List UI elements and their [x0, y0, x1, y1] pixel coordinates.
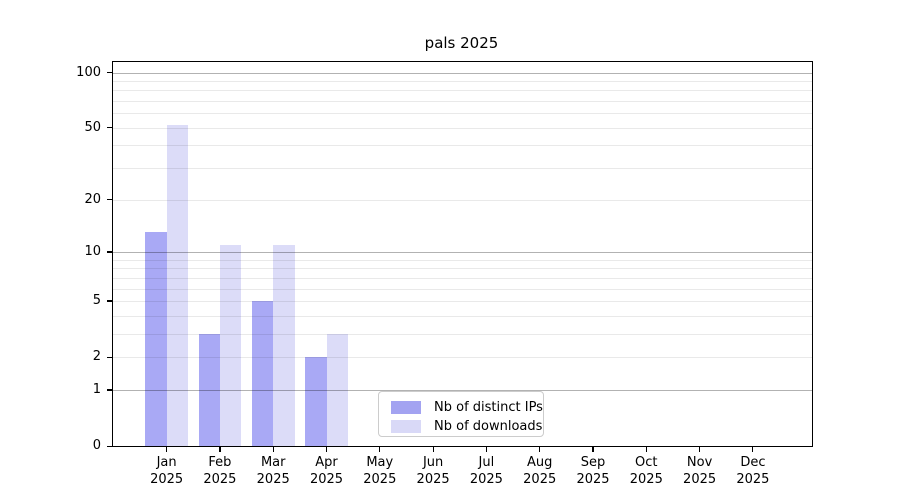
y-tick-1 — [107, 389, 113, 391]
x-tick-sep — [592, 446, 594, 452]
y-tick-label-100: 100 — [76, 64, 101, 80]
gridline-40 — [113, 145, 812, 147]
gridline-90 — [113, 80, 812, 82]
legend-label-downloads: Nb of downloads — [434, 419, 543, 434]
y-tick-0 — [107, 445, 113, 447]
x-tick-aug — [539, 446, 541, 452]
y-tick-label-5: 5 — [92, 292, 101, 308]
y-tick-label-1: 1 — [92, 381, 101, 397]
y-tick-label-2: 2 — [92, 349, 101, 365]
x-tick-jul — [485, 446, 487, 452]
gridline-9 — [113, 259, 812, 261]
y-tick-2 — [107, 356, 113, 358]
y-tick-label-50: 50 — [84, 119, 101, 135]
x-tick-may — [379, 446, 381, 452]
x-tick-label-dec: Dec 2025 — [736, 455, 770, 487]
x-tick-label-oct: Oct 2025 — [629, 455, 663, 487]
gridline-2 — [113, 357, 812, 359]
x-tick-label-jan: Jan 2025 — [150, 455, 184, 487]
chart-title: pals 2025 — [424, 34, 499, 52]
x-tick-label-mar: Mar 2025 — [256, 455, 290, 487]
downloads-swatch-icon — [391, 420, 421, 433]
y-tick-20 — [107, 199, 113, 201]
x-tick-feb — [219, 446, 221, 452]
x-tick-label-nov: Nov 2025 — [683, 455, 717, 487]
legend-label-distinct-ips: Nb of distinct IPs — [434, 400, 543, 415]
bar-feb-downloads — [219, 244, 242, 446]
bar-jan-ips — [145, 232, 167, 446]
x-tick-dec — [752, 446, 754, 452]
gridline-8 — [113, 268, 812, 270]
y-tick-100 — [107, 72, 113, 74]
y-tick-50 — [107, 127, 113, 129]
legend-row-distinct-ips: Nb of distinct IPs — [391, 398, 543, 417]
y-tick-label-10: 10 — [84, 243, 101, 259]
x-tick-mar — [272, 446, 274, 452]
x-tick-jan — [166, 446, 168, 452]
bar-jan-downloads — [166, 124, 188, 446]
gridline-20 — [113, 199, 812, 201]
gridline-80 — [113, 90, 812, 92]
x-tick-oct — [645, 446, 647, 452]
gridline-100 — [113, 72, 812, 74]
gridline-70 — [113, 101, 812, 103]
x-tick-label-may: May 2025 — [363, 455, 397, 487]
y-tick-5 — [107, 300, 113, 302]
gridline-7 — [113, 277, 812, 279]
bar-apr-downloads — [326, 333, 348, 446]
gridline-6 — [113, 288, 812, 290]
y-tick-label-20: 20 — [84, 191, 101, 207]
legend: Nb of distinct IPs Nb of downloads — [378, 391, 544, 437]
gridline-60 — [113, 113, 812, 115]
y-tick-10 — [107, 251, 113, 253]
x-tick-label-aug: Aug 2025 — [523, 455, 557, 487]
x-tick-label-feb: Feb 2025 — [203, 455, 237, 487]
gridline-4 — [113, 315, 812, 317]
x-tick-label-jun: Jun 2025 — [416, 455, 450, 487]
bar-mar-downloads — [273, 244, 295, 446]
x-tick-label-apr: Apr 2025 — [309, 455, 344, 487]
plot-area: 0 1 2 5 10 20 50 100 Jan 2025 Feb 2025 Mar 2025 Apr 20… — [76, 61, 813, 487]
x-tick-jun — [432, 446, 434, 452]
distinct-ips-swatch-icon — [391, 401, 421, 414]
y-tick-label-0: 0 — [92, 438, 101, 453]
x-tick-apr — [325, 446, 328, 452]
gridline-3 — [113, 333, 812, 335]
bar-mar-ips — [251, 301, 274, 446]
x-tick-label-jul: Jul 2025 — [469, 455, 503, 487]
gridline-5 — [113, 300, 812, 302]
gridline-1 — [113, 389, 812, 391]
bar-apr-ips — [305, 357, 327, 446]
x-tick-label-sep: Sep 2025 — [576, 455, 610, 487]
gridline-10 — [113, 251, 812, 253]
legend-row-downloads: Nb of downloads — [391, 417, 543, 436]
x-tick-nov — [698, 446, 701, 452]
bar-feb-ips — [198, 333, 220, 446]
gridline-50 — [113, 127, 812, 129]
gridline-30 — [113, 168, 812, 170]
